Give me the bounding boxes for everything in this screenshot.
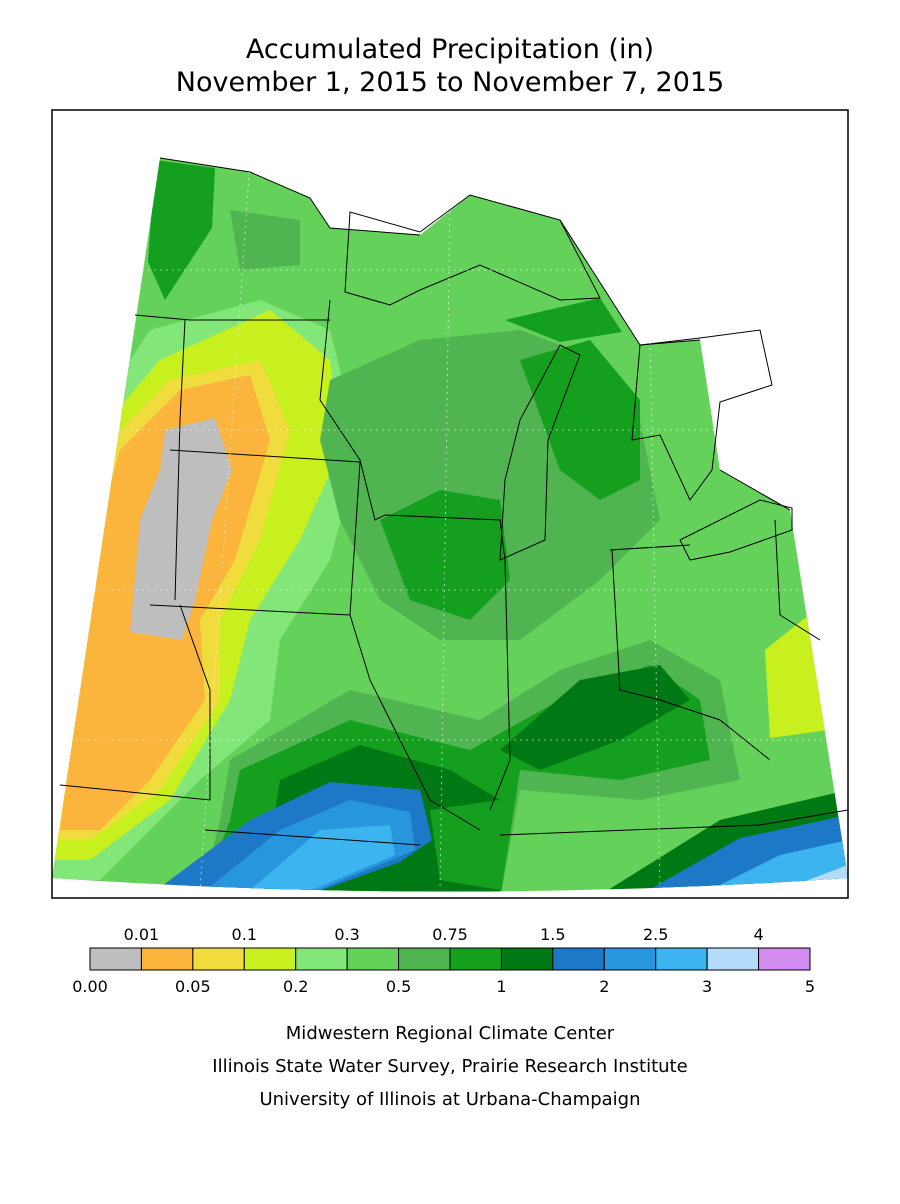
legend-label: 3: [702, 977, 712, 996]
legend-label: 1: [496, 977, 506, 996]
legend-label: 0.2: [283, 977, 308, 996]
legend-swatch: [706, 947, 760, 971]
lakes: [344, 194, 793, 561]
legend-label: 0.05: [175, 977, 211, 996]
precip-area: [505, 298, 622, 342]
legend-label: 0.3: [334, 925, 359, 944]
legend-label: 2.5: [643, 925, 668, 944]
precip-area: [148, 160, 215, 300]
legend-label: 4: [753, 925, 763, 944]
precip-area: [250, 825, 395, 892]
credit: Midwestern Regional Climate Center: [286, 1023, 615, 1044]
lake-huron: [631, 329, 773, 501]
legend-swatch: [398, 947, 451, 971]
legend-swatch: [603, 947, 657, 971]
credit: University of Illinois at Urbana-Champai…: [259, 1089, 640, 1110]
legend-swatch: [140, 947, 194, 971]
precip-area: [230, 210, 300, 270]
title-line: November 1, 2015 to November 7, 2015: [176, 67, 724, 98]
map: [52, 157, 849, 892]
legend-label: 0.1: [232, 925, 257, 944]
legend-swatch: [89, 947, 142, 971]
legend-swatch: [346, 947, 400, 971]
legend-label: 2: [599, 977, 609, 996]
legend-swatch: [192, 947, 245, 971]
legend-label: 0.75: [432, 925, 468, 944]
legend-swatch: [449, 947, 502, 971]
borders: [52, 157, 849, 891]
lake-superior: [344, 194, 601, 306]
legend-swatch: [552, 947, 605, 971]
map-frame: [51, 109, 849, 899]
precip-area: [500, 665, 690, 770]
legend: 0.01 0.1 0.3 0.75 1.5 2.5 4 0.00 0.05 0.2 0.5 1 2 3 5: [72, 925, 815, 996]
border: [59, 314, 421, 846]
credit: Illinois State Water Survey, Prairie Res…: [212, 1056, 687, 1077]
legend-swatch: [500, 947, 554, 971]
precip-area: [520, 340, 640, 500]
legend-swatch: [295, 947, 348, 971]
lake-michigan: [499, 344, 581, 561]
legend-label: 0.01: [124, 925, 160, 944]
legend-label: 0.00: [72, 977, 108, 996]
title-line: Accumulated Precipitation (in): [246, 34, 654, 65]
legend-swatch: [758, 947, 811, 971]
border: [159, 157, 791, 511]
legend-label: 5: [805, 977, 815, 996]
lake-erie: [679, 499, 793, 561]
graticule: [52, 159, 848, 891]
legend-swatch: [243, 947, 297, 971]
legend-label: 1.5: [540, 925, 565, 944]
precip-area: [430, 800, 500, 890]
legend-label: 0.5: [386, 977, 411, 996]
precip-field: [52, 158, 848, 892]
precip-area: [130, 418, 232, 640]
border: [319, 299, 849, 836]
legend-swatch: [655, 947, 708, 971]
